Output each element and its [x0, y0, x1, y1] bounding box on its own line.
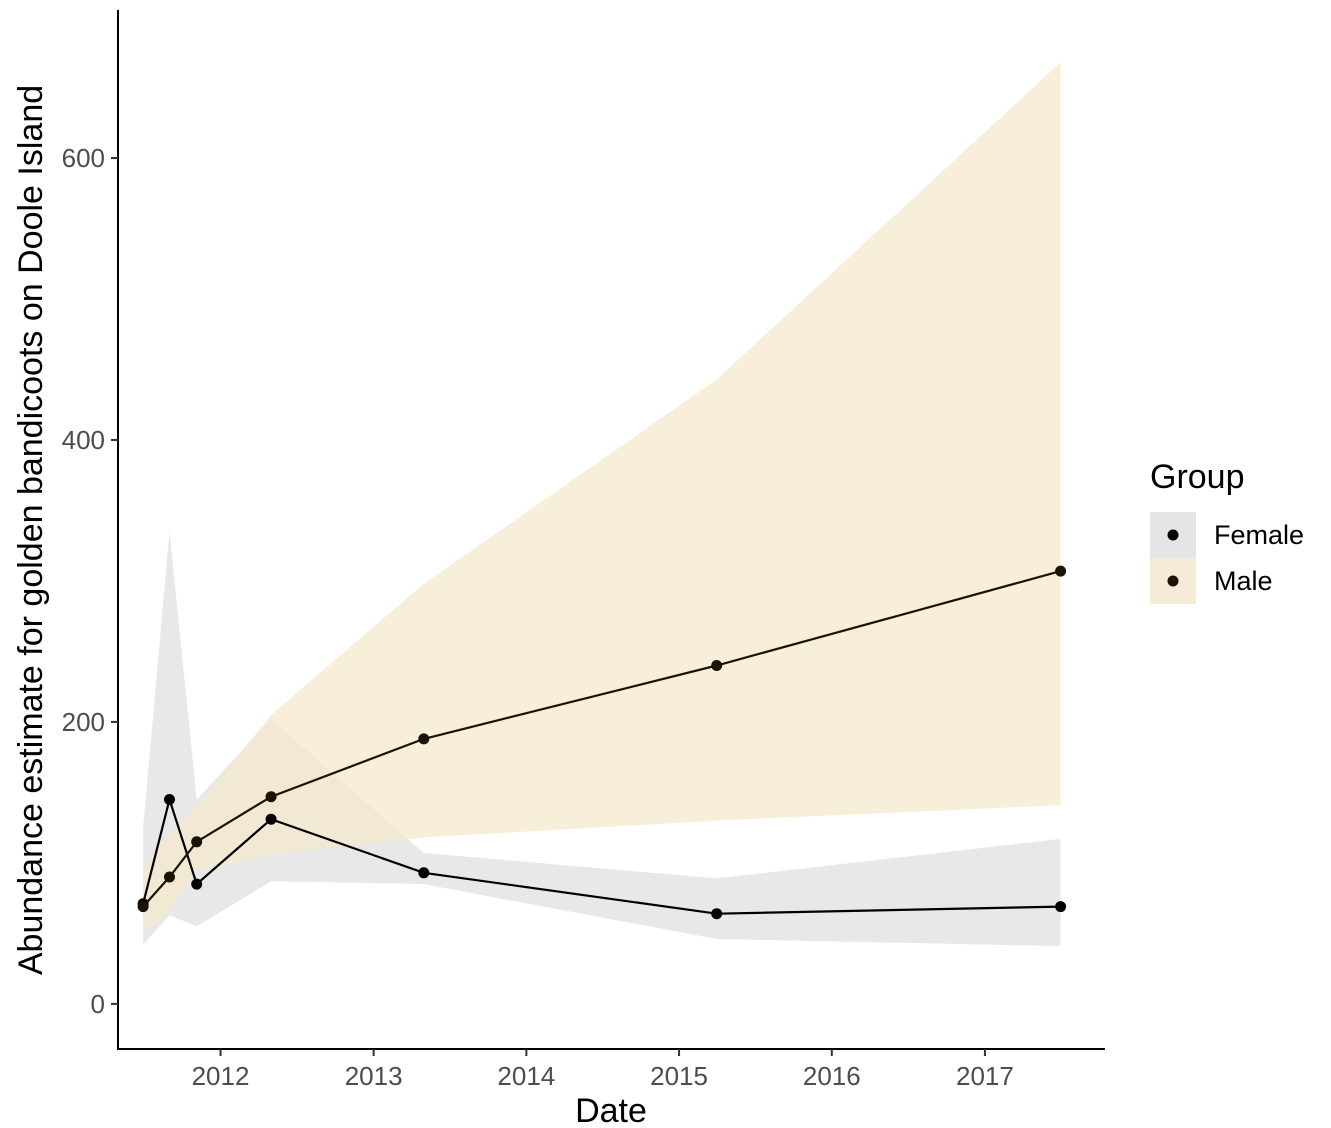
x-axis-title: Date: [575, 1092, 647, 1128]
male-data-point: [418, 733, 430, 745]
legend-title: Group: [1150, 458, 1245, 496]
x-tick-label: 2016: [803, 1061, 861, 1091]
legend-key-female-point: [1167, 529, 1179, 541]
y-axis-title: Abundance estimate for golden bandicoots…: [12, 85, 50, 975]
legend-items: Female Male: [1150, 512, 1304, 604]
male-confidence-ribbon: [143, 62, 1061, 934]
x-tick-label: 2014: [497, 1061, 555, 1091]
male-data-point: [711, 660, 723, 671]
male-data-point: [164, 871, 175, 883]
series-points: [137, 565, 1067, 920]
male-data-point: [191, 836, 203, 848]
legend-key-male-point: [1167, 575, 1179, 587]
x-tick-label: 2017: [956, 1061, 1014, 1091]
male-data-point: [265, 791, 277, 803]
female-data-point: [711, 908, 723, 920]
female-data-point: [1055, 901, 1067, 913]
female-data-point: [191, 878, 203, 890]
y-tick-label: 0: [91, 989, 105, 1019]
female-data-point: [265, 813, 277, 825]
x-tick-label: 2015: [650, 1061, 708, 1091]
y-axis-ticks: 0 200 400 600: [62, 143, 118, 1019]
male-data-point: [137, 901, 149, 913]
female-data-point: [164, 794, 175, 805]
y-tick-label: 400: [62, 425, 105, 455]
x-tick-label: 2013: [345, 1061, 403, 1091]
x-axis-ticks: 2012 2013 2014 2015 2016 2017: [192, 1049, 1014, 1091]
x-tick-label: 2012: [192, 1061, 250, 1091]
female-data-point: [418, 867, 430, 879]
y-tick-label: 600: [62, 143, 105, 173]
y-tick-label: 200: [62, 707, 105, 737]
male-data-point: [1055, 565, 1067, 577]
confidence-ribbons: [143, 62, 1061, 947]
legend-label-male: Male: [1214, 566, 1273, 596]
legend-label-female: Female: [1214, 520, 1304, 550]
legend: Group Female Male: [1150, 458, 1304, 604]
